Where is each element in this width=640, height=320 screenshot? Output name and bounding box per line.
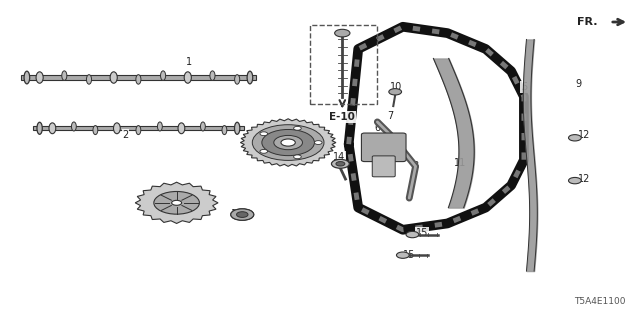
Text: 12: 12 xyxy=(579,174,591,184)
FancyBboxPatch shape xyxy=(362,133,406,162)
Circle shape xyxy=(332,159,349,168)
Ellipse shape xyxy=(161,71,166,80)
Circle shape xyxy=(294,155,301,159)
Text: T5A4E1100: T5A4E1100 xyxy=(574,297,626,306)
Circle shape xyxy=(406,231,419,238)
Text: E-10: E-10 xyxy=(330,112,355,122)
Ellipse shape xyxy=(24,71,29,84)
FancyBboxPatch shape xyxy=(372,156,395,177)
Circle shape xyxy=(172,200,182,205)
Text: 4: 4 xyxy=(278,126,285,136)
Polygon shape xyxy=(135,182,218,223)
Ellipse shape xyxy=(157,122,163,131)
Circle shape xyxy=(314,141,322,144)
Ellipse shape xyxy=(113,123,120,134)
Ellipse shape xyxy=(93,125,98,135)
Polygon shape xyxy=(241,119,336,166)
Text: 11: 11 xyxy=(454,158,467,168)
Text: 14: 14 xyxy=(333,152,345,162)
Circle shape xyxy=(237,212,248,217)
Ellipse shape xyxy=(136,75,141,84)
Bar xyxy=(20,75,256,80)
Text: 5: 5 xyxy=(521,82,527,92)
Ellipse shape xyxy=(210,71,215,80)
Text: 13: 13 xyxy=(231,209,243,219)
Text: 3: 3 xyxy=(173,196,180,206)
Circle shape xyxy=(252,125,324,160)
Ellipse shape xyxy=(200,122,205,131)
Ellipse shape xyxy=(178,123,185,134)
Circle shape xyxy=(396,252,409,258)
Ellipse shape xyxy=(247,71,253,84)
Circle shape xyxy=(335,29,350,37)
Ellipse shape xyxy=(49,123,56,134)
Circle shape xyxy=(389,89,401,95)
Text: 6: 6 xyxy=(374,123,380,133)
Text: 2: 2 xyxy=(122,130,129,140)
Circle shape xyxy=(336,162,345,166)
Circle shape xyxy=(262,130,314,156)
Circle shape xyxy=(231,209,253,220)
Text: 15: 15 xyxy=(416,228,428,238)
Text: 15: 15 xyxy=(403,250,415,260)
Ellipse shape xyxy=(72,122,76,131)
Text: 10: 10 xyxy=(390,82,403,92)
Text: FR.: FR. xyxy=(577,17,597,27)
Ellipse shape xyxy=(62,71,67,80)
Circle shape xyxy=(274,135,303,150)
Text: 9: 9 xyxy=(575,79,581,89)
Ellipse shape xyxy=(136,125,141,135)
Circle shape xyxy=(281,139,295,146)
Circle shape xyxy=(260,132,268,136)
Ellipse shape xyxy=(234,122,240,134)
Circle shape xyxy=(260,149,268,153)
Ellipse shape xyxy=(37,122,42,134)
Text: 8: 8 xyxy=(413,161,419,171)
Ellipse shape xyxy=(184,72,191,83)
Circle shape xyxy=(568,178,581,184)
Ellipse shape xyxy=(110,72,117,83)
Ellipse shape xyxy=(36,72,43,83)
Bar xyxy=(33,126,244,130)
Text: 7: 7 xyxy=(387,111,393,121)
Circle shape xyxy=(231,209,253,220)
Circle shape xyxy=(568,135,581,141)
Text: 12: 12 xyxy=(579,130,591,140)
Ellipse shape xyxy=(86,75,92,84)
Circle shape xyxy=(294,126,301,130)
Circle shape xyxy=(154,191,200,214)
Ellipse shape xyxy=(235,75,240,84)
Text: 1: 1 xyxy=(186,57,193,67)
Ellipse shape xyxy=(222,125,227,135)
